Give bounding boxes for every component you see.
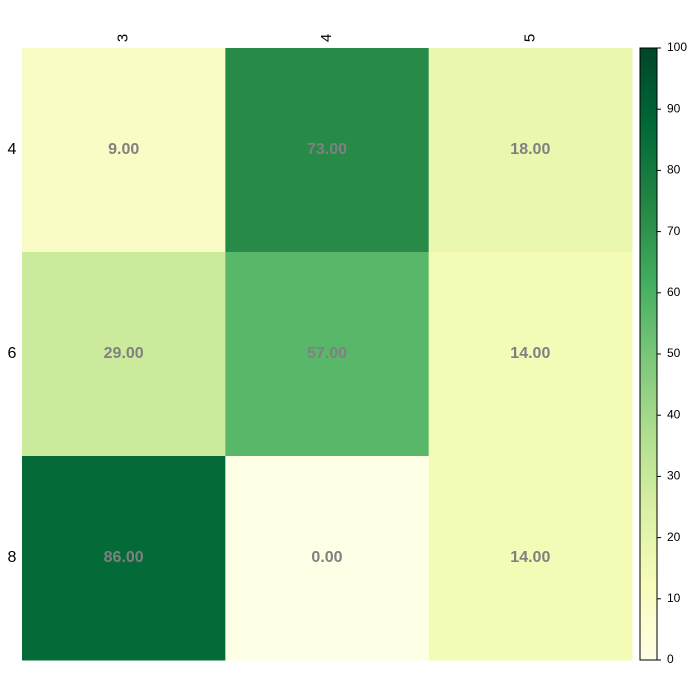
heatmap-cell: [225, 456, 430, 661]
x-tick-label: 3: [115, 34, 132, 42]
colorbar-tick-label: 20: [667, 530, 681, 544]
colorbar-tick-label: 10: [667, 591, 681, 605]
cell-label: 14.00: [510, 549, 550, 566]
y-tick-label: 8: [8, 549, 17, 566]
cell-label: 57.00: [307, 345, 347, 362]
cell-label: 9.00: [108, 141, 139, 158]
y-tick-label: 4: [8, 141, 17, 158]
colorbar-tick-label: 60: [667, 285, 681, 299]
x-tick-label: 5: [521, 34, 538, 42]
heatmap-cell: [428, 456, 633, 661]
heatmap-cell: [225, 48, 430, 253]
x-tick-label: 4: [318, 34, 335, 42]
heatmap-cell: [22, 48, 226, 253]
heatmap-cell: [225, 252, 430, 457]
colorbar-tick-label: 80: [667, 163, 681, 177]
colorbar-tick-label: 50: [667, 346, 681, 360]
heatmap-cell: [22, 252, 226, 457]
cell-label: 29.00: [104, 345, 144, 362]
colorbar: [639, 47, 658, 661]
heatmap-cell: [428, 252, 633, 457]
cell-label: 14.00: [510, 345, 550, 362]
colorbar-tick-label: 70: [667, 224, 681, 238]
heatmap-cell: [22, 456, 226, 661]
cell-label: 18.00: [510, 141, 550, 158]
y-tick-label: 6: [8, 345, 17, 362]
colorbar-tick-label: 0: [667, 652, 674, 666]
colorbar-tick-label: 90: [667, 101, 681, 115]
colorbar-tick-label: 30: [667, 469, 681, 483]
cell-label: 73.00: [307, 141, 347, 158]
cell-label: 86.00: [104, 549, 144, 566]
colorbar-tick-label: 40: [667, 407, 681, 421]
heatmap-cell: [428, 48, 633, 253]
colorbar-tick-label: 100: [667, 40, 687, 54]
cell-label: 0.00: [311, 549, 342, 566]
